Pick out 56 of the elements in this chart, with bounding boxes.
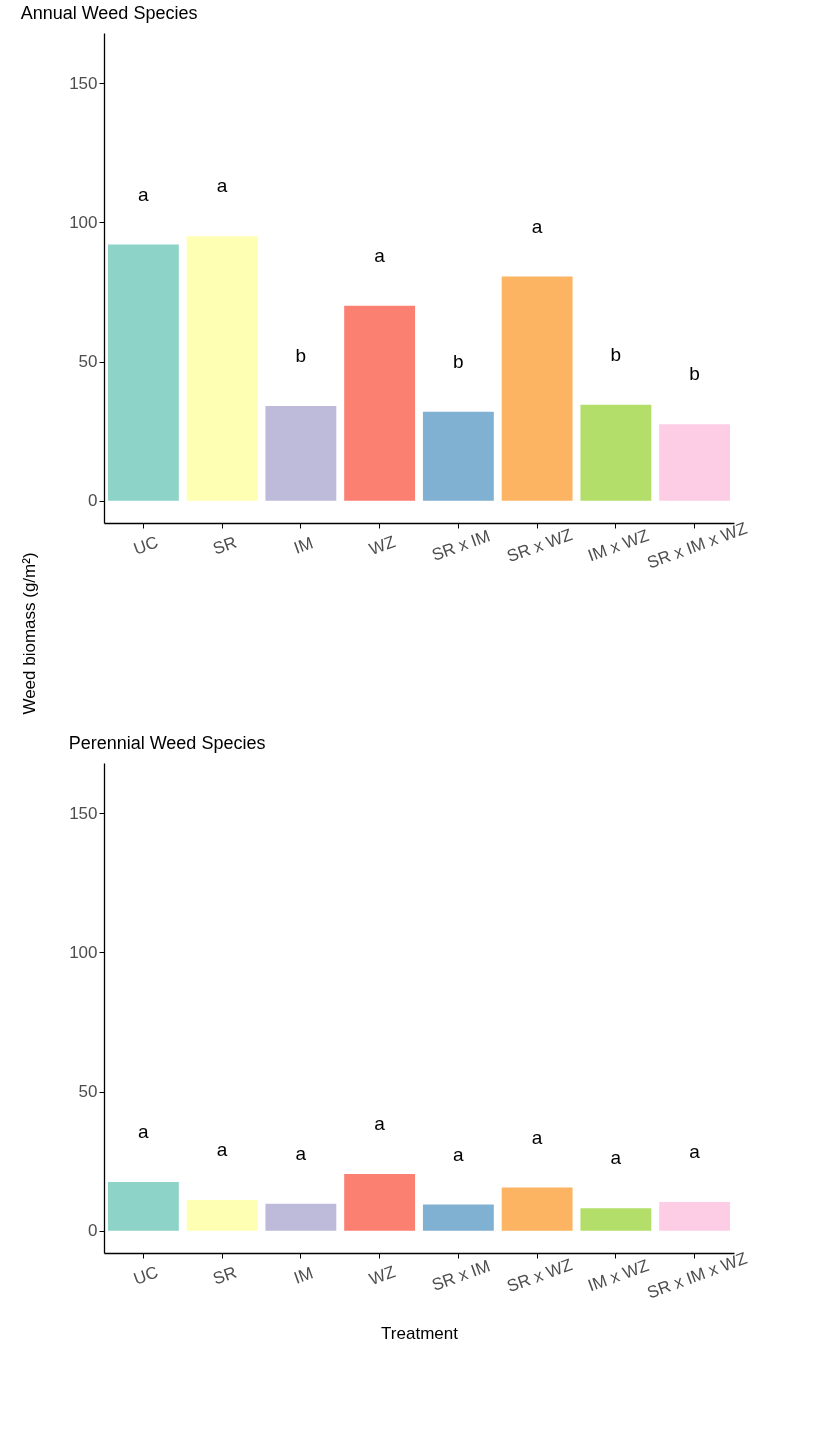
bar [659,424,731,501]
y-tick-label: 100 [69,212,98,232]
bar [422,1204,494,1231]
annotation: a [610,1147,622,1169]
annotation: a [453,1143,465,1165]
bar [186,236,258,501]
annotation: a [531,215,543,237]
bar [580,1208,652,1231]
bar [580,404,652,501]
bar [107,244,179,501]
x-tick-label: SR x WZ [504,1254,575,1297]
annotation: a [295,1142,307,1164]
x-tick-label: SR x WZ [504,524,575,567]
bar [107,1182,179,1231]
bar [186,1200,258,1231]
x-tick-label: IM [291,533,316,558]
x-tick-label: UC [131,1262,161,1289]
bar [265,406,337,501]
y-tick-label: 150 [69,803,98,823]
annotation: a [531,1126,543,1148]
y-tick-label: 50 [78,352,98,372]
bar [344,305,416,501]
bar [501,1187,573,1231]
x-tick-label: SR x IM [429,526,493,565]
annotation: a [138,1121,150,1143]
bar [659,1202,731,1231]
y-tick-label: 150 [69,73,98,93]
x-tick-label: WZ [366,532,398,559]
annotation: a [216,1139,228,1161]
annotation: a [138,183,150,205]
annotation: a [216,175,228,197]
x-tick-label: WZ [366,1262,398,1289]
annotation: b [295,345,307,367]
annotation: b [453,350,464,372]
x-tick-label: UC [131,532,161,559]
bar [344,1173,416,1231]
x-tick-label: IM [291,1263,316,1288]
y-tick-label: 0 [88,1221,98,1241]
bar [501,276,573,501]
x-axis-title: Treatment [381,1324,459,1344]
annotation: a [689,1141,701,1163]
chart-title: Perennial Weed Species [68,733,266,753]
x-tick-label: SR x IM [429,1256,493,1295]
y-axis-title: Weed biomass (g/m²) [20,552,40,715]
y-tick-label: 100 [69,942,98,962]
annotation: a [374,1112,386,1134]
bar [265,1203,337,1231]
annotation: b [610,343,622,365]
x-tick-label: SR [210,532,240,559]
annotation: b [689,363,700,385]
x-tick-label: SR [210,1262,240,1289]
annotation: a [374,244,386,266]
bar [422,411,494,501]
chart-title: Annual Weed Species [20,3,198,23]
y-tick-label: 50 [78,1082,98,1102]
y-tick-label: 0 [88,491,98,511]
